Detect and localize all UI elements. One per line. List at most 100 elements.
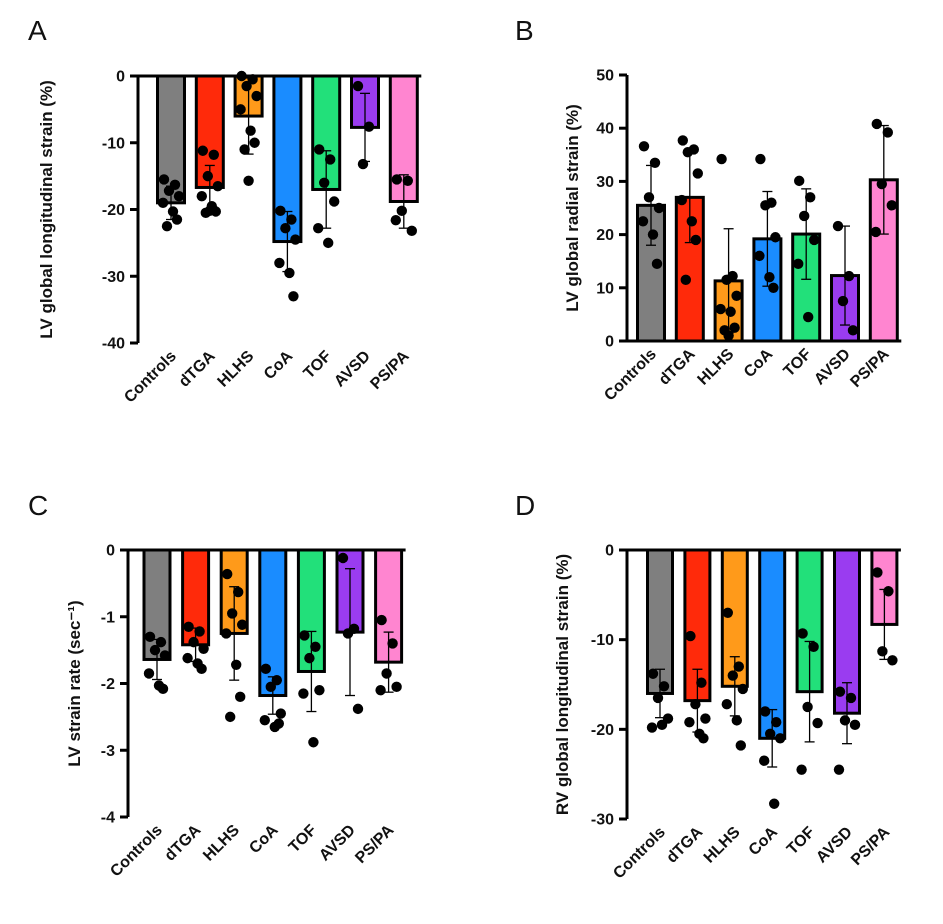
panel-c-point-4-1: [310, 641, 321, 652]
panel-d-point-0-0: [647, 668, 659, 679]
panel-b-y-tick-label-0: 0: [605, 334, 614, 351]
panel-d-point-2-3: [737, 683, 748, 695]
panel-b-point-1-6: [690, 234, 701, 246]
panel-d-point-5-2: [839, 715, 851, 726]
panel-a-point-0-0: [158, 174, 170, 185]
panel-a-point-3-1: [286, 214, 297, 225]
panel-a-point-3-0: [275, 205, 286, 217]
panel-d-point-6-2: [877, 646, 888, 657]
panel-a-point-6-3: [406, 225, 417, 237]
panel-d-point-1-0: [685, 630, 696, 642]
panel-c-point-6-2: [381, 668, 392, 679]
panel-a-point-0-6: [171, 214, 183, 225]
panel-c-point-5-3: [352, 703, 364, 715]
panel-a-y-tick-label-3: -30: [102, 269, 125, 286]
panel-d-point-4-2: [802, 701, 813, 713]
panel-c-point-2-7: [225, 711, 236, 723]
panel-b-point-3-2: [760, 200, 771, 211]
panel-a-point-4-1: [325, 154, 336, 165]
panel-d-point-2-1: [733, 661, 744, 672]
panel-b-y-tick-label-1: 10: [596, 280, 614, 297]
panel-c-point-1-0: [183, 621, 194, 632]
panel-a-category-label-2: HLHS: [215, 348, 258, 391]
panel-b-category-label-0: Controls: [601, 346, 660, 405]
panel-d-y-tick-label-0: 0: [605, 543, 614, 560]
panel-a-point-1-8: [204, 205, 215, 217]
panel-d-point-2-6: [735, 740, 746, 751]
panel-b-point-6-0: [871, 118, 882, 130]
panel-c-point-2-6: [235, 691, 246, 703]
panel-b-point-3-6: [768, 282, 779, 293]
panel-c-point-1-4: [182, 652, 193, 664]
panel-a-point-4-3: [329, 196, 340, 207]
panel-c-y-axis-label: LV strain rate (sec⁻¹): [65, 600, 84, 766]
panel-a-category-label-0: Controls: [121, 348, 180, 407]
panel-c-point-5-0: [337, 552, 349, 564]
panel-a-point-2-3: [251, 90, 262, 102]
panel-c-point-3-2: [265, 681, 276, 693]
panel-d-point-1-2: [690, 699, 701, 710]
panel-a-y-tick-label-0: 0: [116, 69, 125, 86]
panel-a-point-2-8: [243, 175, 254, 186]
panel-a-point-1-2: [202, 170, 213, 182]
panel-a-point-4-0: [314, 144, 325, 155]
panel-b-point-5-1: [843, 270, 855, 282]
panel-d-point-6-0: [872, 567, 883, 578]
panel-d-point-2-0: [722, 607, 733, 618]
panel-d-point-0-2: [652, 692, 664, 704]
panel-c-y-tick-label-0: 0: [106, 543, 115, 560]
panel-d-point-2-2: [727, 670, 738, 681]
panel-a-point-2-2: [241, 80, 252, 92]
panel-d-point-3-5: [769, 798, 780, 809]
panel-c-point-3-3: [275, 708, 286, 719]
panel-c-point-2-2: [227, 608, 238, 619]
panel-d-letter: D: [515, 490, 535, 521]
panel-a-point-2-7: [239, 144, 250, 155]
panel-b-point-1-4: [676, 194, 687, 206]
panel-d-point-3-1: [771, 716, 782, 728]
panel-b-point-4-3: [809, 234, 820, 246]
panel-d: D RV global longitudinal strain (%) Contro…: [515, 490, 901, 882]
panel-c-letter: C: [28, 490, 48, 521]
panel-c-point-6-1: [387, 638, 398, 649]
panel-c-y-tick-label-3: -3: [101, 743, 115, 760]
panel-d-point-2-4: [721, 699, 732, 710]
panel-a-y-tick-label-4: -40: [102, 336, 125, 353]
panel-b-point-1-3: [692, 168, 703, 179]
panel-a-category-label-4: TOF: [301, 348, 336, 383]
panel-b-category-label-5: AVSD: [811, 346, 854, 389]
panel-c-point-1-2: [188, 636, 199, 648]
panel-a-category-label-6: PS/PA: [367, 347, 412, 392]
panel-c-point-0-6: [157, 683, 169, 695]
panel-b-point-2-2: [721, 274, 732, 286]
panel-a-point-0-3: [173, 190, 185, 202]
panel-c-category-label-0: Controls: [107, 822, 166, 881]
panel-d-category-label-0: Controls: [610, 824, 669, 883]
panel-d-point-0-5: [656, 719, 668, 731]
panel-c-point-5-2: [342, 628, 354, 639]
panel-c-point-6-4: [375, 684, 386, 696]
panel-c-category-label-1: dTGA: [162, 821, 205, 864]
panel-a-point-4-2: [319, 177, 330, 188]
panel-c-category-label-2: HLHS: [200, 822, 243, 865]
panel-a-category-label-3: CoA: [261, 347, 297, 383]
panel-a-point-6-0: [391, 174, 402, 185]
panel-c-point-6-0: [376, 614, 387, 626]
panel-b-point-0-0: [638, 141, 650, 152]
panel-c-category-label-5: AVSD: [316, 822, 359, 865]
panel-a-point-0-2: [163, 185, 175, 197]
panel-d-y-tick-label-1: -10: [591, 632, 614, 649]
panel-b-y-tick-label-3: 30: [596, 174, 614, 191]
panel-d-point-0-1: [658, 681, 670, 692]
panel-b: B LV global radial strain (%) ControlsdTGA…: [515, 15, 902, 405]
panel-c-point-3-6: [273, 718, 284, 729]
panel-a-point-1-1: [208, 149, 219, 160]
panel-a-category-label-5: AVSD: [331, 348, 374, 391]
panel-c-point-0-3: [159, 650, 171, 661]
panel-d-category-label-3: CoA: [746, 823, 782, 859]
panel-b-y-tick-label-4: 40: [596, 121, 614, 138]
panel-b-point-4-2: [799, 210, 810, 222]
panel-b-point-2-4: [715, 303, 726, 315]
